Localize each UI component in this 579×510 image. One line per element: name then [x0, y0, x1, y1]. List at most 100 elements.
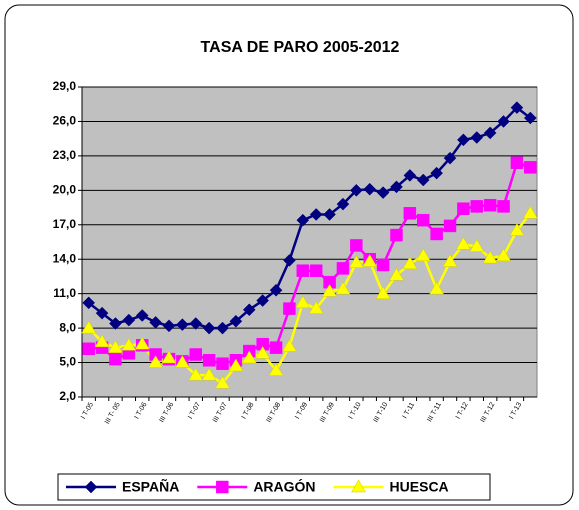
point-marker [95, 306, 109, 320]
legend: ESPAÑA ARAGÓN HUESCA [57, 473, 491, 501]
point-marker [241, 350, 257, 364]
point-marker [470, 200, 484, 213]
point-marker [256, 294, 270, 307]
point-marker [348, 255, 364, 268]
point-marker [202, 321, 216, 335]
point-marker [216, 357, 229, 370]
point-marker [108, 340, 123, 353]
point-marker [415, 248, 431, 262]
point-marker [283, 254, 296, 267]
point-marker [522, 205, 538, 219]
series-line [87, 212, 532, 385]
point-marker [229, 314, 243, 328]
point-marker [202, 354, 216, 367]
point-marker [121, 337, 137, 351]
legend-label: ARAGÓN [253, 478, 315, 495]
legend-marker [84, 480, 98, 494]
point-marker [308, 301, 324, 314]
point-marker [295, 295, 311, 309]
point-marker [524, 161, 537, 174]
point-marker [109, 317, 122, 330]
point-marker [189, 317, 203, 330]
point-marker [323, 275, 336, 289]
point-marker [296, 264, 310, 277]
point-marker [215, 375, 230, 389]
point-marker [335, 281, 351, 295]
chart-title: TASA DE PARO 2005-2012 [201, 39, 400, 56]
point-marker [309, 264, 323, 277]
point-marker [216, 321, 229, 335]
point-marker [269, 341, 283, 354]
legend-marker [351, 479, 366, 493]
point-marker [362, 254, 378, 267]
point-marker [82, 342, 95, 356]
point-marker [134, 336, 150, 350]
point-marker [350, 239, 363, 252]
point-marker [322, 283, 338, 297]
point-marker [94, 334, 110, 348]
point-marker [242, 303, 256, 317]
point-marker [457, 133, 470, 147]
point-marker [443, 151, 457, 165]
legend-label: HUESCA [390, 479, 449, 495]
point-marker [256, 337, 269, 351]
point-marker [375, 286, 391, 299]
point-marker [390, 228, 403, 242]
point-marker [161, 350, 177, 364]
point-marker [296, 213, 310, 227]
y-tick-label: 8,0 [59, 320, 76, 334]
point-marker [430, 227, 443, 241]
y-tick-label: 11,0 [53, 286, 76, 300]
point-marker [443, 219, 457, 233]
point-marker [523, 111, 537, 125]
point-marker [82, 296, 96, 310]
point-marker [122, 313, 136, 327]
point-marker [81, 320, 97, 334]
point-marker [162, 319, 176, 333]
point-marker [376, 186, 390, 199]
y-tick-label: 23,0 [53, 148, 77, 162]
point-marker [149, 316, 162, 329]
point-marker [417, 213, 430, 227]
y-tick-label: 5,0 [59, 355, 76, 369]
point-marker [403, 207, 417, 220]
point-marker [283, 302, 296, 315]
point-marker [228, 358, 244, 372]
point-marker [430, 166, 443, 180]
point-marker [269, 283, 283, 297]
point-marker [363, 182, 377, 196]
legend-label: ESPAÑA [122, 478, 179, 495]
point-marker [201, 367, 217, 381]
point-marker [469, 239, 485, 252]
point-marker [429, 281, 445, 295]
point-marker [188, 367, 204, 381]
point-marker [442, 254, 458, 267]
point-marker [510, 101, 524, 115]
point-marker [255, 345, 271, 359]
point-marker [497, 200, 510, 213]
point-marker [336, 197, 350, 211]
point-marker [482, 250, 498, 264]
y-tick-label: 20,0 [53, 183, 77, 197]
point-marker [109, 352, 122, 366]
point-marker [483, 126, 497, 140]
point-marker [149, 348, 162, 361]
point-marker [189, 348, 202, 361]
series-line [87, 105, 532, 330]
point-marker [510, 156, 524, 170]
point-marker [376, 258, 390, 272]
y-tick-label: 14,0 [53, 251, 77, 265]
y-tick-label: 26,0 [53, 114, 77, 128]
point-marker [483, 199, 497, 212]
point-marker [403, 169, 417, 182]
point-marker [470, 131, 484, 144]
y-tick-label: 17,0 [53, 217, 77, 231]
legend-marker [216, 480, 229, 494]
point-marker [349, 183, 363, 197]
y-tick-label: 2,0 [59, 389, 76, 403]
point-marker [457, 202, 470, 215]
point-marker [497, 115, 510, 128]
point-marker [416, 173, 430, 187]
point-marker [309, 208, 323, 221]
point-marker [509, 223, 525, 236]
